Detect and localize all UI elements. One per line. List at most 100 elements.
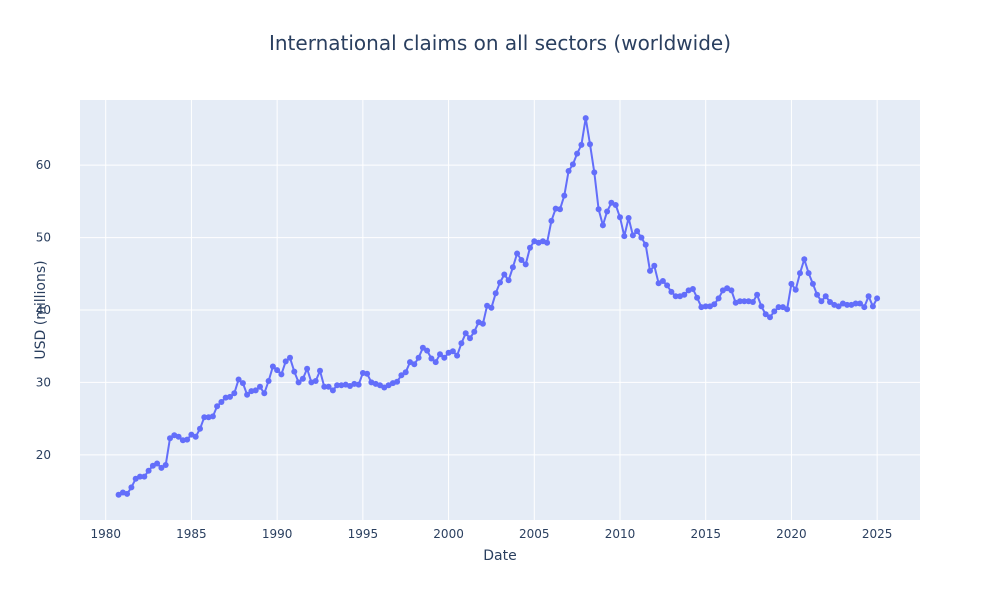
data-point — [634, 228, 641, 235]
data-point — [449, 348, 456, 355]
data-point — [287, 354, 293, 361]
data-point — [544, 239, 551, 246]
x-tick-label: 2025 — [862, 527, 893, 541]
data-point — [471, 328, 478, 335]
data-point — [582, 115, 589, 122]
data-point — [492, 290, 499, 297]
data-point — [715, 295, 722, 302]
data-point — [509, 264, 516, 271]
data-point — [192, 433, 199, 440]
data-point — [625, 215, 632, 221]
data-point — [784, 306, 791, 313]
data-point — [591, 169, 598, 176]
x-tick-label: 2000 — [433, 527, 464, 541]
data-point — [364, 370, 371, 377]
data-point — [869, 303, 876, 310]
data-point — [137, 473, 143, 480]
data-point — [424, 347, 431, 354]
data-point — [737, 298, 743, 305]
x-axis-title: Date — [483, 548, 516, 564]
data-point — [145, 467, 152, 474]
y-tick-label: 60 — [36, 158, 51, 172]
data-point — [754, 291, 761, 298]
data-point — [569, 161, 576, 168]
data-point — [548, 217, 555, 224]
data-point — [805, 270, 812, 277]
data-point — [642, 241, 649, 248]
data-point — [638, 234, 645, 241]
data-point — [874, 295, 881, 302]
data-point — [312, 378, 319, 384]
data-point — [295, 379, 302, 386]
data-point — [595, 206, 602, 213]
data-point — [527, 244, 533, 251]
data-point — [762, 311, 769, 318]
data-point — [265, 378, 272, 384]
data-point — [689, 286, 696, 292]
data-point — [214, 403, 221, 410]
data-point — [758, 303, 765, 310]
data-point — [282, 358, 289, 365]
data-point — [329, 387, 336, 394]
data-point — [612, 202, 619, 208]
data-point — [629, 232, 636, 239]
data-point — [561, 192, 568, 199]
data-point — [814, 291, 821, 298]
data-point — [861, 304, 868, 311]
x-tick-label: 1990 — [262, 527, 293, 541]
data-point — [184, 436, 191, 443]
x-tick-label: 2005 — [519, 527, 550, 541]
data-point — [664, 282, 671, 289]
data-point — [355, 381, 362, 388]
data-point — [827, 299, 833, 305]
x-tick-label: 2020 — [776, 527, 807, 541]
data-point — [167, 435, 173, 442]
data-point — [587, 141, 593, 148]
data-point — [419, 344, 426, 351]
data-point — [574, 150, 581, 157]
data-point — [857, 300, 863, 307]
y-tick-label: 40 — [36, 303, 51, 317]
data-point — [235, 376, 242, 383]
data-point — [501, 271, 508, 278]
data-point — [154, 460, 161, 467]
data-point — [702, 303, 709, 310]
data-point — [252, 387, 259, 394]
data-point — [788, 280, 795, 287]
data-point — [437, 351, 443, 358]
data-point — [239, 380, 246, 387]
x-tick-label: 2010 — [605, 527, 636, 541]
data-point — [681, 291, 688, 298]
data-point — [771, 308, 778, 315]
data-point — [317, 367, 323, 374]
data-point — [334, 382, 341, 389]
y-axis-title: USD (millions) — [33, 260, 49, 359]
data-point — [428, 355, 435, 362]
x-tick-label: 1985 — [176, 527, 207, 541]
data-point — [865, 293, 872, 300]
data-point — [209, 413, 216, 420]
data-point — [158, 464, 165, 471]
data-point — [462, 330, 469, 337]
data-point — [244, 391, 251, 398]
data-point — [711, 301, 718, 308]
data-point — [261, 390, 268, 397]
y-gridlines — [80, 164, 920, 456]
data-point — [269, 363, 276, 370]
data-point — [175, 433, 182, 440]
data-point — [454, 352, 461, 359]
data-point — [647, 267, 653, 274]
data-point — [398, 372, 405, 379]
data-point — [604, 208, 611, 215]
series-points — [115, 115, 881, 498]
data-point — [844, 301, 851, 308]
data-point — [565, 168, 572, 174]
data-point — [835, 303, 842, 310]
x-tick-labels: 1980 1985 1990 1995 2000 2005 2010 2015 2020 2025 — [90, 527, 892, 541]
y-tick-label: 50 — [36, 231, 51, 245]
data-point — [402, 369, 409, 376]
data-point — [291, 368, 298, 375]
data-point — [694, 294, 701, 301]
data-point — [197, 425, 203, 432]
